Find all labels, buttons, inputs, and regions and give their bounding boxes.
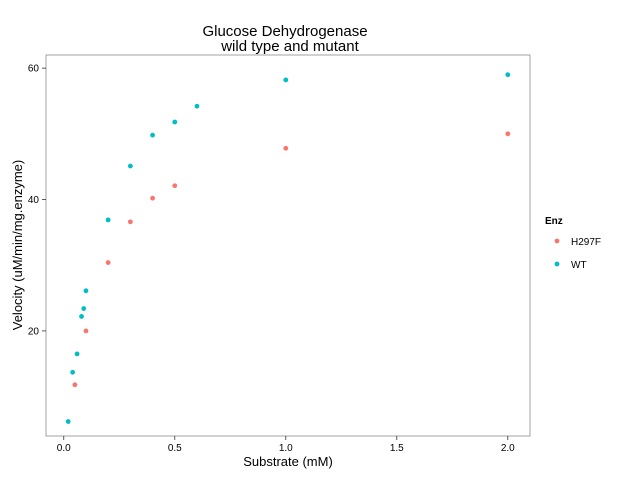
y-tick-label: 40 bbox=[28, 195, 40, 206]
x-tick-label: 1.5 bbox=[390, 443, 404, 454]
data-point-h297f bbox=[283, 145, 289, 151]
data-point-h297f bbox=[150, 195, 155, 201]
data-point-wt bbox=[283, 77, 289, 83]
x-tick-label: 0.0 bbox=[57, 443, 71, 454]
y-tick-label: 20 bbox=[28, 326, 40, 337]
x-tick-label: 1.0 bbox=[279, 443, 293, 454]
data-point-wt bbox=[505, 72, 511, 78]
legend-key-h297f bbox=[554, 238, 560, 244]
legend-label-h297f: H297F bbox=[571, 237, 601, 248]
data-point-wt bbox=[150, 132, 155, 138]
data-point-wt bbox=[172, 119, 178, 125]
legend-title: Enz bbox=[545, 216, 563, 227]
data-point-wt bbox=[81, 306, 87, 311]
plot-panel bbox=[45, 54, 531, 437]
data-point-wt bbox=[127, 163, 133, 169]
data-point-wt bbox=[83, 288, 89, 294]
y-axis: 20 40 60 bbox=[28, 64, 46, 337]
legend-key-wt bbox=[554, 261, 560, 267]
legend-label-wt: WT bbox=[571, 260, 587, 271]
data-point-h297f bbox=[83, 328, 89, 334]
legend: Enz H297F WT bbox=[545, 216, 601, 271]
data-point-wt bbox=[65, 419, 71, 424]
x-axis-title: Substrate (mM) bbox=[243, 454, 333, 469]
x-tick-label: 0.5 bbox=[168, 443, 182, 454]
data-point-wt bbox=[74, 351, 80, 357]
data-point-wt bbox=[79, 314, 84, 319]
data-point-h297f bbox=[505, 131, 511, 137]
data-point-wt bbox=[194, 103, 200, 109]
chart-title-line2: wild type and mutant bbox=[220, 38, 359, 55]
x-tick-label: 2.0 bbox=[501, 443, 515, 454]
y-axis-title: Velocity (uM/min/mg.enzyme) bbox=[10, 160, 25, 331]
data-point-h297f bbox=[105, 260, 111, 265]
data-points bbox=[65, 72, 511, 424]
y-tick-label: 60 bbox=[28, 64, 40, 75]
data-point-h297f bbox=[127, 219, 133, 225]
data-point-wt bbox=[105, 217, 111, 223]
x-axis: 0.0 0.5 1.0 1.5 2.0 bbox=[57, 436, 515, 454]
data-point-wt bbox=[70, 369, 76, 375]
data-point-h297f bbox=[72, 382, 78, 388]
data-point-h297f bbox=[172, 183, 178, 189]
chart-title-line1: Glucose Dehydrogenase bbox=[202, 23, 367, 40]
